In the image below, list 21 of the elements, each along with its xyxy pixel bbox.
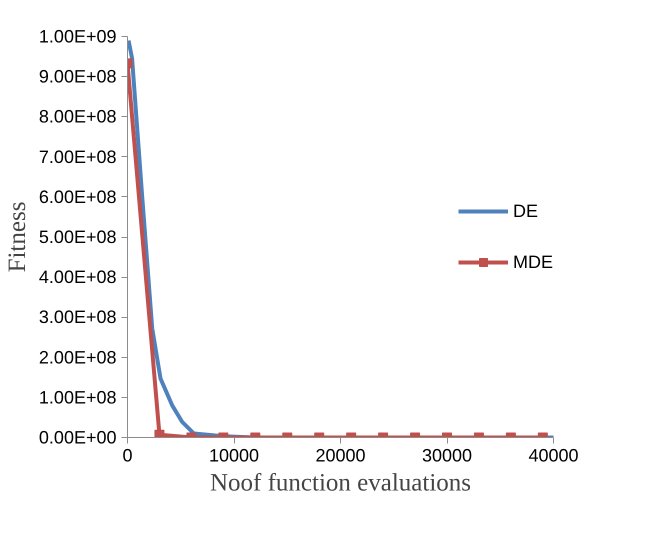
y-tick-label: 2.00E+08: [38, 347, 117, 368]
y-axis-title: Fitness: [4, 202, 31, 272]
x-tick-label: 10000: [208, 446, 260, 466]
legend-label: DE: [513, 200, 538, 222]
y-tick-label: 9.00E+08: [38, 66, 117, 87]
x-tick-label: 20000: [315, 446, 366, 466]
point: [154, 430, 164, 438]
y-tick-label: 0.00E+00: [38, 428, 117, 448]
x-tick-label: 0: [122, 446, 133, 466]
y-tick-label: 6.00E+08: [38, 186, 117, 207]
x-axis-title: Noof function evaluations: [210, 470, 472, 496]
x-tick-label: 30000: [422, 446, 472, 466]
y-tick-label: 8.00E+08: [38, 106, 117, 127]
y-tick-label: 3.00E+08: [38, 307, 117, 328]
y-tick-label: 5.00E+08: [38, 227, 117, 247]
legend-label: MDE: [513, 252, 553, 272]
x-tick-label: 40000: [528, 446, 579, 466]
y-tick-label: 7.00E+08: [38, 146, 117, 167]
y-tick-label: 1.00E+08: [38, 387, 117, 408]
y-tick-label: 1.00E+09: [38, 26, 117, 46]
y-tick-label: 4.00E+08: [38, 267, 117, 288]
